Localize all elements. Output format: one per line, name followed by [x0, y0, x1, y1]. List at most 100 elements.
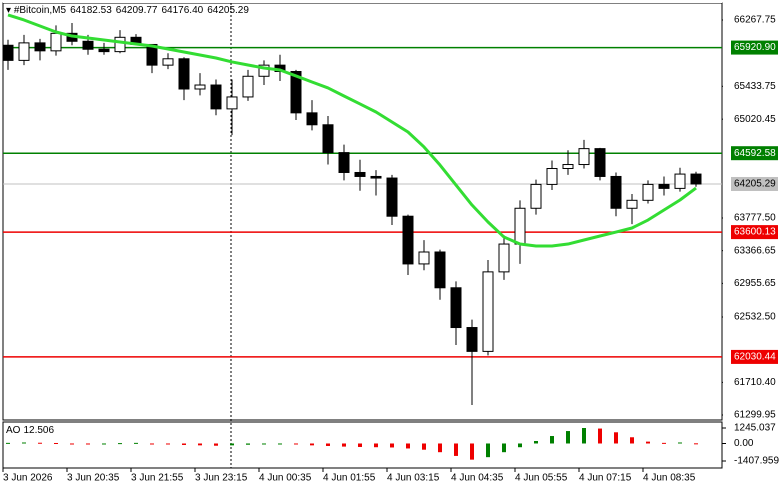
y-tick-label: 62955.65: [734, 278, 776, 289]
ao-bar: [70, 443, 74, 445]
ao-bar: [550, 436, 554, 444]
ao-bar: [566, 431, 570, 444]
level-tag-label: 64592.58: [734, 148, 776, 159]
y-tick-label: 65433.75: [734, 81, 776, 92]
ao-bar: [6, 442, 10, 444]
ao-bar: [614, 432, 618, 444]
candle-body: [226, 96, 238, 110]
level-tag-label: 63600.13: [734, 227, 776, 238]
ohlc-low: 64176.40: [162, 5, 204, 16]
ao-bar: [678, 442, 682, 444]
header: ▾ #Bitcoin,M5 64182.53 64209.77 64176.40 642…: [6, 5, 249, 16]
moving-average: [7, 13, 697, 248]
x-tick-label: 4 Jun 01:55: [323, 473, 376, 484]
candle-body: [402, 215, 414, 265]
ao-bar: [166, 443, 170, 445]
last-price-label: 64205.29: [734, 179, 776, 190]
y-tick-label: 66267.75: [734, 15, 776, 26]
ao-bar: [598, 428, 602, 444]
candle-body: [658, 183, 670, 189]
candle-body: [562, 164, 574, 170]
ao-bar: [646, 441, 650, 444]
ao-bar: [54, 442, 58, 444]
ao-name: AO: [6, 425, 21, 436]
ao-bar: [470, 443, 474, 460]
candle-body: [82, 40, 94, 50]
ao-tick-label: 1245.037: [734, 423, 776, 434]
ao-bar: [214, 443, 218, 446]
ao-bar: [118, 443, 122, 445]
x-tick-label: 3 Jun 23:15: [195, 473, 248, 484]
candle-body: [434, 251, 446, 289]
candle-body: [546, 168, 558, 185]
candle-body: [674, 173, 686, 189]
candle-body: [338, 152, 350, 173]
ao-bar: [38, 442, 42, 444]
ao-bar: [582, 428, 586, 444]
candle-body: [466, 327, 478, 352]
ao-frame: [2, 421, 723, 469]
ao-bar: [262, 443, 266, 445]
ao-bar: [438, 443, 442, 453]
candle-body: [98, 48, 110, 53]
ao-bar: [182, 443, 186, 445]
ao-bar: [22, 442, 26, 444]
level-tag: [731, 225, 778, 240]
y-tick-label: 63777.50: [734, 213, 776, 224]
candle-body: [530, 183, 542, 209]
ao-label: AO 12.506: [6, 425, 54, 436]
ao-bar: [230, 443, 234, 446]
y-tick-label: 62532.50: [734, 312, 776, 323]
ao-bar: [102, 443, 106, 445]
candle-body: [594, 148, 606, 177]
ao-bar: [406, 443, 410, 449]
candle-body: [498, 243, 510, 273]
candle-body: [258, 64, 270, 77]
ao-bar: [198, 443, 202, 446]
candle-body: [18, 42, 30, 61]
level-tag: [731, 146, 778, 161]
top-bg: [3, 0, 722, 3]
candle-body: [482, 271, 494, 352]
y-tick-label: 63366.65: [734, 245, 776, 256]
candle-body: [642, 183, 654, 201]
candle-body: [354, 171, 366, 177]
candle-body: [578, 148, 590, 166]
ao-bar: [342, 443, 346, 447]
ao-bar: [390, 443, 394, 448]
candle-body: [514, 207, 526, 245]
candle-body: [322, 124, 334, 154]
ohlc-close: 64205.29: [207, 5, 249, 16]
level-tag: [731, 349, 778, 364]
ao-bar: [422, 443, 426, 450]
ao-bar: [694, 443, 698, 445]
ohlc-open: 64182.53: [70, 5, 112, 16]
candle-body: [690, 173, 702, 185]
candle-body: [34, 42, 46, 52]
ao-bar: [374, 443, 378, 448]
ao-bar: [134, 442, 138, 444]
ao-bar: [534, 440, 538, 444]
y-tick-label: 65020.45: [734, 114, 776, 125]
x-tick-label: 3 Jun 2026: [3, 473, 53, 484]
candle-body: [114, 36, 126, 53]
ao-tick-label: 0.00: [734, 438, 754, 449]
ao-bar: [630, 437, 634, 444]
level-tag-label: 62030.44: [734, 352, 776, 363]
candle-body: [290, 71, 302, 114]
candle-body: [418, 251, 430, 265]
x-tick-label: 3 Jun 20:35: [67, 473, 120, 484]
x-tick-label: 3 Jun 21:55: [131, 473, 184, 484]
level-tag-label: 65920.90: [734, 42, 776, 53]
ao-current: 12.506: [23, 425, 54, 436]
ao-bar: [326, 443, 330, 446]
candle-body: [386, 177, 398, 217]
candle-body: [370, 175, 382, 179]
ao-bar: [486, 443, 490, 458]
x-tick-label: 4 Jun 04:35: [451, 473, 504, 484]
candle-body: [178, 58, 190, 90]
ao-bar: [86, 443, 90, 445]
candle-body: [450, 287, 462, 329]
